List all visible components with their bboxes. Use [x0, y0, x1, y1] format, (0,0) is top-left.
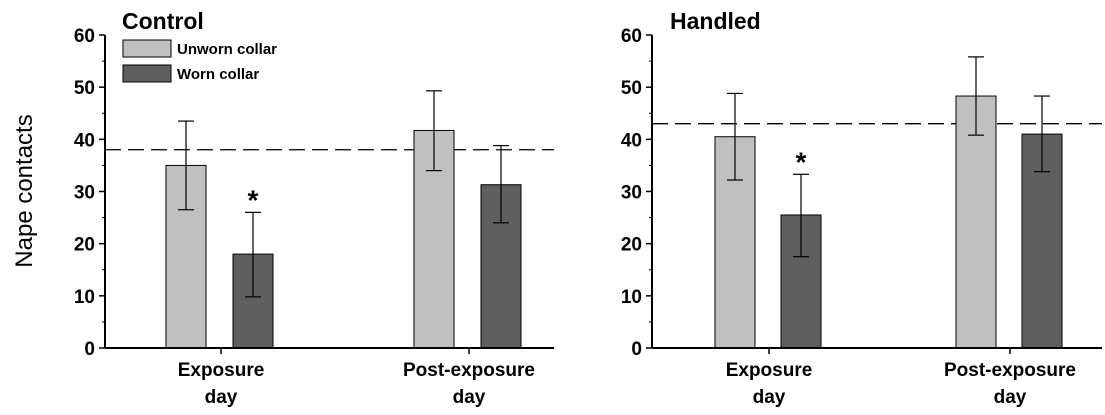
y-tick-label: 10	[74, 287, 95, 308]
x-tick-label: Exposure	[178, 360, 265, 381]
y-tick-label: 10	[621, 287, 642, 308]
x-tick-label: day	[753, 387, 786, 408]
legend-swatch	[122, 64, 172, 83]
y-tick-label: 20	[621, 235, 642, 256]
chart-panel-handled: Handled * 0 10 20 30 40 50 60 Exposure day Post-ex…	[621, 8, 1102, 408]
y-tick-label: 40	[74, 130, 95, 151]
y-tick-label: 40	[621, 130, 642, 151]
y-tick-label: 20	[74, 235, 95, 256]
x-tick-label: day	[453, 387, 486, 408]
y-tick-label: 60	[621, 26, 642, 47]
x-tick-label: Post-exposure	[403, 360, 535, 381]
y-tick-label: 50	[621, 78, 642, 99]
legend-label: Unworn collar	[177, 41, 277, 58]
significance-marker: *	[796, 146, 807, 177]
y-tick-label: 30	[621, 183, 642, 204]
x-tick-label: day	[994, 387, 1027, 408]
y-tick-label: 50	[74, 78, 95, 99]
y-axis-label: Nape contacts	[11, 114, 38, 267]
bar	[955, 95, 997, 349]
chart-panel-control: Control * 0 10 20 30 40 50 60 Exposure day Post-ex…	[74, 8, 554, 408]
chart-title: Handled	[670, 8, 761, 34]
significance-marker: *	[248, 184, 259, 215]
x-tick-label: Exposure	[726, 360, 813, 381]
legend-swatch	[122, 39, 172, 58]
y-tick-label: 60	[74, 26, 95, 47]
chart-title: Control	[122, 8, 204, 34]
x-tick-label: Post-exposure	[944, 360, 1076, 381]
legend-label: Worn collar	[177, 66, 259, 83]
y-tick-label: 0	[631, 339, 642, 360]
y-tick-label: 0	[84, 339, 95, 360]
y-tick-label: 30	[74, 183, 95, 204]
x-tick-label: day	[205, 387, 238, 408]
